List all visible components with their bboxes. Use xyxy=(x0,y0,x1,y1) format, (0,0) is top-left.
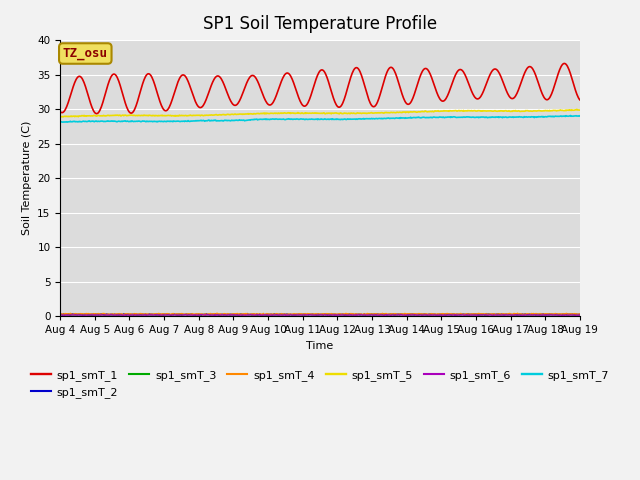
sp1_smT_1 xyxy=(66,96,74,101)
sp1_smT_5 xyxy=(573,107,580,112)
sp1_smT_5 xyxy=(576,107,584,113)
sp1_smT_1 xyxy=(561,60,568,66)
sp1_smT_5 xyxy=(398,110,406,116)
sp1_smT_1 xyxy=(399,93,406,99)
sp1_smT_1 xyxy=(93,111,100,117)
sp1_smT_4 xyxy=(576,311,584,317)
sp1_smT_1 xyxy=(576,97,584,103)
sp1_smT_2 xyxy=(66,312,74,317)
sp1_smT_4 xyxy=(399,312,407,317)
Y-axis label: Soil Temperature (C): Soil Temperature (C) xyxy=(22,121,31,235)
sp1_smT_3 xyxy=(56,312,64,317)
sp1_smT_3 xyxy=(200,312,208,317)
sp1_smT_7 xyxy=(576,113,584,119)
sp1_smT_3 xyxy=(215,312,223,318)
sp1_smT_1 xyxy=(173,83,180,89)
sp1_smT_2 xyxy=(399,312,407,317)
sp1_smT_7 xyxy=(399,115,406,121)
X-axis label: Time: Time xyxy=(307,341,333,350)
sp1_smT_5 xyxy=(119,112,127,118)
sp1_smT_1 xyxy=(384,68,392,74)
sp1_smT_1 xyxy=(200,101,208,107)
sp1_smT_5 xyxy=(56,114,64,120)
sp1_smT_5 xyxy=(66,114,74,120)
sp1_smT_4 xyxy=(56,312,64,317)
sp1_smT_4 xyxy=(66,311,74,317)
sp1_smT_3 xyxy=(576,312,584,318)
Line: sp1_smT_5: sp1_smT_5 xyxy=(60,109,580,117)
Legend: sp1_smT_1, sp1_smT_2, sp1_smT_3, sp1_smT_4, sp1_smT_5, sp1_smT_6, sp1_smT_7: sp1_smT_1, sp1_smT_2, sp1_smT_3, sp1_smT… xyxy=(27,366,613,402)
sp1_smT_3 xyxy=(67,312,74,318)
sp1_smT_6 xyxy=(172,312,180,318)
sp1_smT_6 xyxy=(119,312,127,318)
sp1_smT_4 xyxy=(200,312,208,317)
sp1_smT_1 xyxy=(120,95,127,101)
sp1_smT_3 xyxy=(399,312,407,317)
sp1_smT_2 xyxy=(200,312,208,317)
sp1_smT_7 xyxy=(120,118,127,124)
sp1_smT_6 xyxy=(384,312,392,318)
sp1_smT_6 xyxy=(200,312,207,318)
sp1_smT_7 xyxy=(384,115,392,121)
sp1_smT_3 xyxy=(64,311,72,317)
Line: sp1_smT_2: sp1_smT_2 xyxy=(60,313,580,315)
sp1_smT_2 xyxy=(56,312,64,317)
sp1_smT_2 xyxy=(119,312,127,318)
Title: SP1 Soil Temperature Profile: SP1 Soil Temperature Profile xyxy=(203,15,437,33)
sp1_smT_2 xyxy=(385,312,392,317)
sp1_smT_7 xyxy=(566,113,574,119)
sp1_smT_6 xyxy=(576,312,584,318)
sp1_smT_2 xyxy=(197,312,205,318)
sp1_smT_5 xyxy=(172,113,180,119)
sp1_smT_4 xyxy=(119,312,127,317)
sp1_smT_7 xyxy=(200,118,208,123)
sp1_smT_4 xyxy=(200,312,207,318)
sp1_smT_2 xyxy=(244,311,252,316)
sp1_smT_7 xyxy=(67,119,74,124)
sp1_smT_7 xyxy=(173,119,180,124)
sp1_smT_6 xyxy=(561,312,568,318)
sp1_smT_6 xyxy=(256,312,264,317)
Line: sp1_smT_3: sp1_smT_3 xyxy=(60,314,580,315)
sp1_smT_3 xyxy=(385,312,392,318)
Line: sp1_smT_7: sp1_smT_7 xyxy=(60,116,580,122)
sp1_smT_7 xyxy=(63,119,71,125)
sp1_smT_1 xyxy=(56,109,64,115)
Line: sp1_smT_1: sp1_smT_1 xyxy=(60,63,580,114)
Line: sp1_smT_6: sp1_smT_6 xyxy=(60,314,580,315)
sp1_smT_2 xyxy=(172,312,180,317)
Text: TZ_osu: TZ_osu xyxy=(63,47,108,60)
sp1_smT_7 xyxy=(56,119,64,125)
sp1_smT_4 xyxy=(385,311,392,317)
sp1_smT_4 xyxy=(172,311,180,317)
sp1_smT_5 xyxy=(200,113,207,119)
sp1_smT_3 xyxy=(120,312,127,318)
sp1_smT_4 xyxy=(213,310,221,316)
sp1_smT_5 xyxy=(383,110,390,116)
sp1_smT_6 xyxy=(399,312,406,318)
sp1_smT_6 xyxy=(56,312,64,318)
Line: sp1_smT_4: sp1_smT_4 xyxy=(60,313,580,315)
sp1_smT_3 xyxy=(173,312,180,318)
sp1_smT_6 xyxy=(66,312,74,318)
sp1_smT_2 xyxy=(576,312,584,317)
